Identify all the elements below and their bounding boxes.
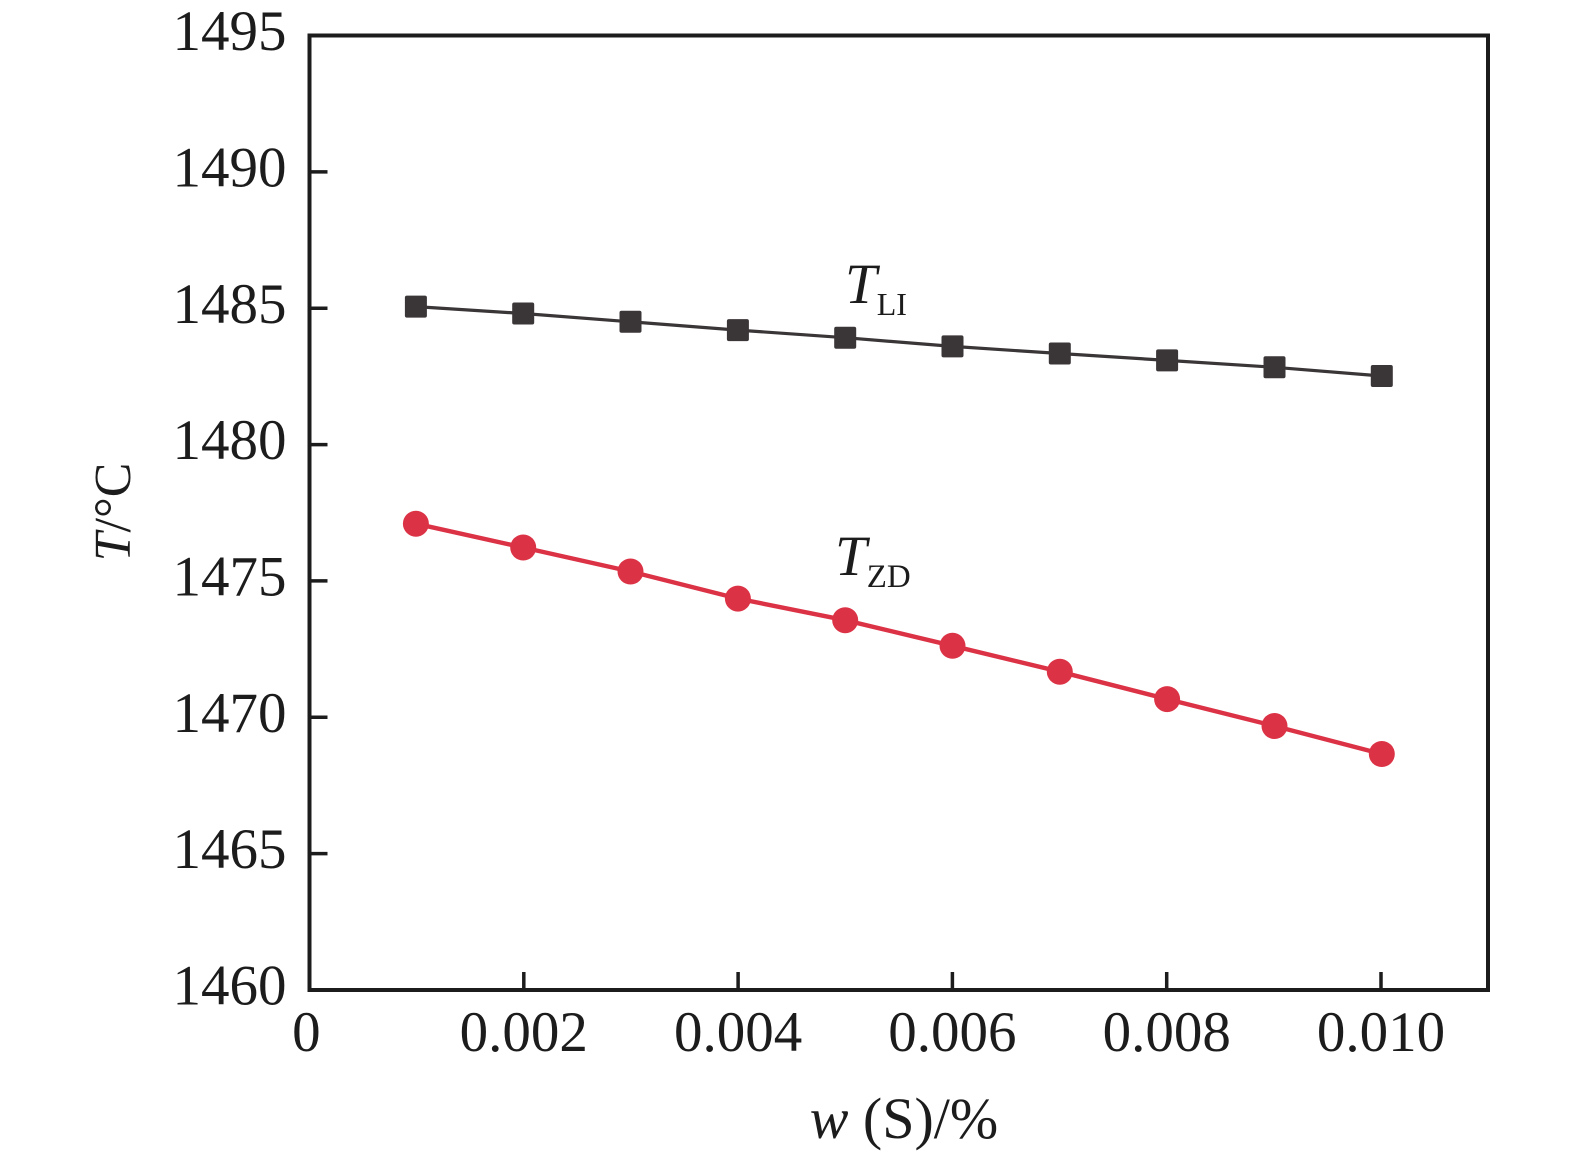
svg-text:1465: 1465 <box>173 818 287 881</box>
svg-text:0.006: 0.006 <box>888 1001 1016 1064</box>
svg-text:0.004: 0.004 <box>674 1001 802 1064</box>
svg-text:0.008: 0.008 <box>1103 1001 1231 1064</box>
svg-text:0.002: 0.002 <box>460 1001 588 1064</box>
svg-text:TLI: TLI <box>845 253 907 322</box>
svg-text:1475: 1475 <box>173 546 287 609</box>
svg-text:1470: 1470 <box>173 682 287 745</box>
svg-text:0: 0 <box>292 1001 321 1064</box>
svg-text:1485: 1485 <box>173 273 287 336</box>
svg-text:1495: 1495 <box>173 0 287 63</box>
svg-text:0.010: 0.010 <box>1317 1001 1445 1064</box>
svg-text:w (S)/%: w (S)/% <box>810 1086 999 1151</box>
svg-text:T/°C: T/°C <box>85 463 142 562</box>
svg-text:1480: 1480 <box>173 409 287 472</box>
svg-text:TZD: TZD <box>835 525 911 595</box>
svg-text:1490: 1490 <box>173 137 287 200</box>
svg-text:1460: 1460 <box>173 955 287 1018</box>
